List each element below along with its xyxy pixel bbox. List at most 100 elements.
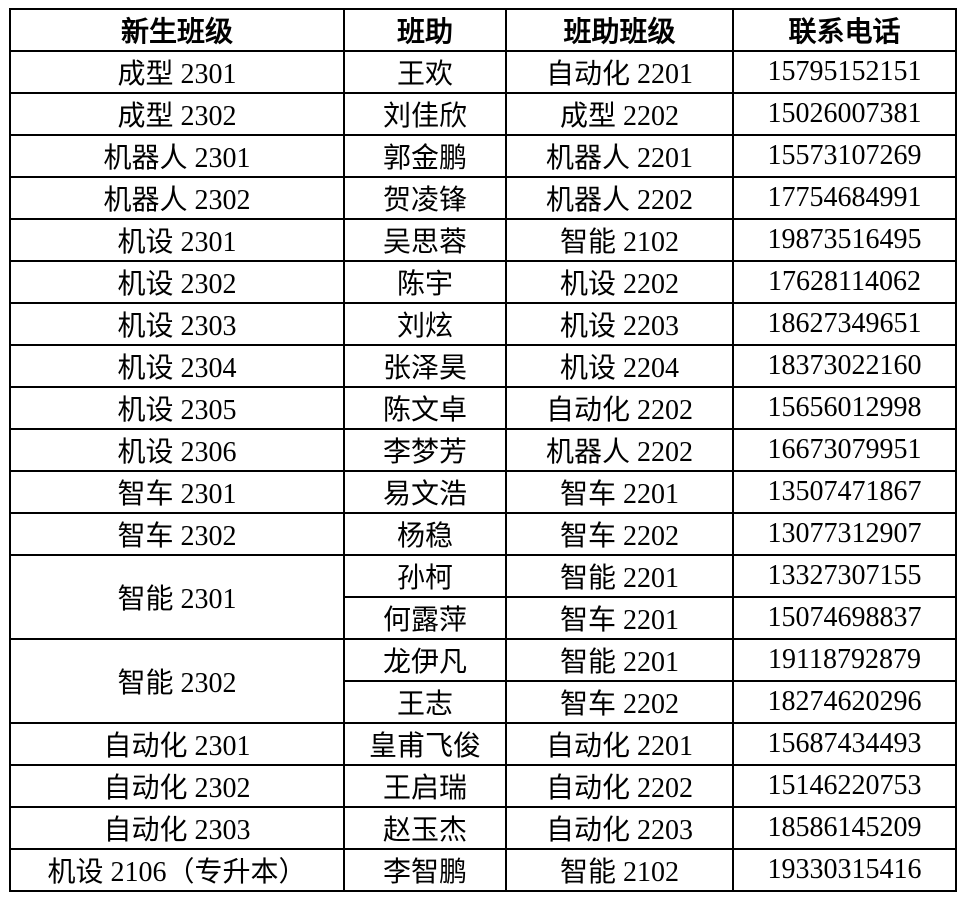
table-row: 智能 2301 孙柯 智能 2201 13327307155 bbox=[9, 554, 957, 640]
assistant-class-cell: 机设 2204 bbox=[505, 344, 734, 388]
new-class-cell: 成型 2301 bbox=[9, 50, 345, 94]
table-row: 自动化 2303 赵玉杰 自动化 2203 18586145209 bbox=[9, 806, 957, 850]
phone-cell: 18373022160 bbox=[732, 344, 957, 388]
assistant-name-cell: 吴思蓉 bbox=[343, 218, 507, 262]
phone-cell: 15573107269 bbox=[732, 134, 957, 178]
phone-cell: 13327307155 bbox=[732, 554, 957, 598]
table-row: 机设 2301 吴思蓉 智能 2102 19873516495 bbox=[9, 218, 957, 262]
assistant-class-cell: 智车 2201 bbox=[505, 596, 734, 640]
table-row: 机设 2303 刘炫 机设 2203 18627349651 bbox=[9, 302, 957, 346]
assistant-class-cell: 智能 2102 bbox=[505, 218, 734, 262]
phone-cell: 19118792879 bbox=[732, 638, 957, 682]
column-header-new-class: 新生班级 bbox=[9, 8, 345, 52]
assistant-class-cell: 成型 2202 bbox=[505, 92, 734, 136]
phone-cell: 15074698837 bbox=[732, 596, 957, 640]
table-row: 机设 2304 张泽昊 机设 2204 18373022160 bbox=[9, 344, 957, 388]
assistant-name-cell: 陈文卓 bbox=[343, 386, 507, 430]
assistant-name-cell: 赵玉杰 bbox=[343, 806, 507, 850]
assistant-class-cell: 智车 2202 bbox=[505, 512, 734, 556]
phone-cell: 15795152151 bbox=[732, 50, 957, 94]
new-class-cell: 成型 2302 bbox=[9, 92, 345, 136]
column-header-assistant-name: 班助 bbox=[343, 8, 507, 52]
phone-cell: 15656012998 bbox=[732, 386, 957, 430]
table-row: 智车 2301 易文浩 智车 2201 13507471867 bbox=[9, 470, 957, 514]
phone-cell: 18274620296 bbox=[732, 680, 957, 724]
assistant-name-cell: 陈宇 bbox=[343, 260, 507, 304]
table-row: 机设 2305 陈文卓 自动化 2202 15656012998 bbox=[9, 386, 957, 430]
phone-cell: 18627349651 bbox=[732, 302, 957, 346]
assistant-class-cell: 机设 2203 bbox=[505, 302, 734, 346]
new-class-cell: 智能 2301 bbox=[9, 554, 345, 640]
table-row: 王志 智车 2202 18274620296 bbox=[10, 680, 957, 724]
phone-cell: 15026007381 bbox=[732, 92, 957, 136]
new-class-cell: 机设 2304 bbox=[9, 344, 345, 388]
assistant-name-cell: 李智鹏 bbox=[343, 848, 507, 892]
phone-cell: 13077312907 bbox=[732, 512, 957, 556]
assistant-name-cell: 杨稳 bbox=[343, 512, 507, 556]
assistant-class-cell: 机器人 2202 bbox=[505, 428, 734, 472]
assistant-class-cell: 智能 2201 bbox=[505, 638, 734, 682]
new-class-cell: 自动化 2303 bbox=[9, 806, 345, 850]
assistant-class-cell: 机器人 2202 bbox=[505, 176, 734, 220]
new-class-cell: 机设 2306 bbox=[9, 428, 345, 472]
assistant-class-cell: 机器人 2201 bbox=[505, 134, 734, 178]
assistant-name-cell: 龙伊凡 bbox=[343, 638, 507, 682]
phone-cell: 16673079951 bbox=[732, 428, 957, 472]
assistant-class-cell: 自动化 2201 bbox=[505, 50, 734, 94]
new-class-cell: 机设 2301 bbox=[9, 218, 345, 262]
assistant-name-cell: 李梦芳 bbox=[343, 428, 507, 472]
phone-cell: 19873516495 bbox=[732, 218, 957, 262]
assistant-class-cell: 智能 2201 bbox=[505, 554, 734, 598]
table-row: 智车 2302 杨稳 智车 2202 13077312907 bbox=[9, 512, 957, 556]
new-class-cell: 机设 2305 bbox=[9, 386, 345, 430]
table-row: 机器人 2302 贺凌锋 机器人 2202 17754684991 bbox=[9, 176, 957, 220]
column-header-phone: 联系电话 bbox=[732, 8, 957, 52]
assistant-name-cell: 贺凌锋 bbox=[343, 176, 507, 220]
table-row: 机设 2106（专升本） 李智鹏 智能 2102 19330315416 bbox=[9, 848, 957, 892]
phone-cell: 19330315416 bbox=[732, 848, 957, 892]
assistant-name-cell: 刘炫 bbox=[343, 302, 507, 346]
assistant-class-cell: 智车 2202 bbox=[505, 680, 734, 724]
assistant-name-cell: 王欢 bbox=[343, 50, 507, 94]
assistant-name-cell: 郭金鹏 bbox=[343, 134, 507, 178]
table-row: 机设 2302 陈宇 机设 2202 17628114062 bbox=[9, 260, 957, 304]
assistant-name-cell: 皇甫飞俊 bbox=[343, 722, 507, 766]
new-class-cell: 智车 2302 bbox=[9, 512, 345, 556]
new-class-cell: 智车 2301 bbox=[9, 470, 345, 514]
phone-cell: 15687434493 bbox=[732, 722, 957, 766]
phone-cell: 17754684991 bbox=[732, 176, 957, 220]
assistant-name-cell: 王志 bbox=[343, 680, 507, 724]
phone-cell: 17628114062 bbox=[732, 260, 957, 304]
table-row: 自动化 2302 王启瑞 自动化 2202 15146220753 bbox=[9, 764, 957, 808]
assistant-class-cell: 自动化 2201 bbox=[505, 722, 734, 766]
assistant-class-cell: 自动化 2202 bbox=[505, 386, 734, 430]
new-class-cell: 自动化 2302 bbox=[9, 764, 345, 808]
assistant-name-cell: 易文浩 bbox=[343, 470, 507, 514]
column-header-assistant-class: 班助班级 bbox=[505, 8, 734, 52]
phone-cell: 18586145209 bbox=[732, 806, 957, 850]
new-class-cell: 机设 2302 bbox=[9, 260, 345, 304]
assistant-class-cell: 智能 2102 bbox=[505, 848, 734, 892]
new-class-cell: 机器人 2302 bbox=[9, 176, 345, 220]
new-class-cell: 机器人 2301 bbox=[9, 134, 345, 178]
class-assistant-contact-table: 新生班级 班助 班助班级 联系电话 成型 2301 王欢 自动化 2201 15795152… bbox=[9, 8, 957, 892]
phone-cell: 15146220753 bbox=[732, 764, 957, 808]
assistant-class-cell: 智车 2201 bbox=[505, 470, 734, 514]
table-row: 何露萍 智车 2201 15074698837 bbox=[10, 596, 957, 640]
phone-cell: 13507471867 bbox=[732, 470, 957, 514]
table-row: 成型 2302 刘佳欣 成型 2202 15026007381 bbox=[9, 92, 957, 136]
assistant-name-cell: 孙柯 bbox=[343, 554, 507, 598]
assistant-name-cell: 何露萍 bbox=[343, 596, 507, 640]
assistant-class-cell: 机设 2202 bbox=[505, 260, 734, 304]
table-row: 自动化 2301 皇甫飞俊 自动化 2201 15687434493 bbox=[9, 722, 957, 766]
new-class-cell: 机设 2106（专升本） bbox=[9, 848, 345, 892]
assistant-name-cell: 张泽昊 bbox=[343, 344, 507, 388]
table-row: 智能 2302 龙伊凡 智能 2201 19118792879 bbox=[9, 638, 957, 724]
assistant-name-cell: 刘佳欣 bbox=[343, 92, 507, 136]
assistant-class-cell: 自动化 2202 bbox=[505, 764, 734, 808]
assistant-class-cell: 自动化 2203 bbox=[505, 806, 734, 850]
table-header-row: 新生班级 班助 班助班级 联系电话 bbox=[9, 8, 957, 52]
new-class-cell: 机设 2303 bbox=[9, 302, 345, 346]
assistant-name-cell: 王启瑞 bbox=[343, 764, 507, 808]
